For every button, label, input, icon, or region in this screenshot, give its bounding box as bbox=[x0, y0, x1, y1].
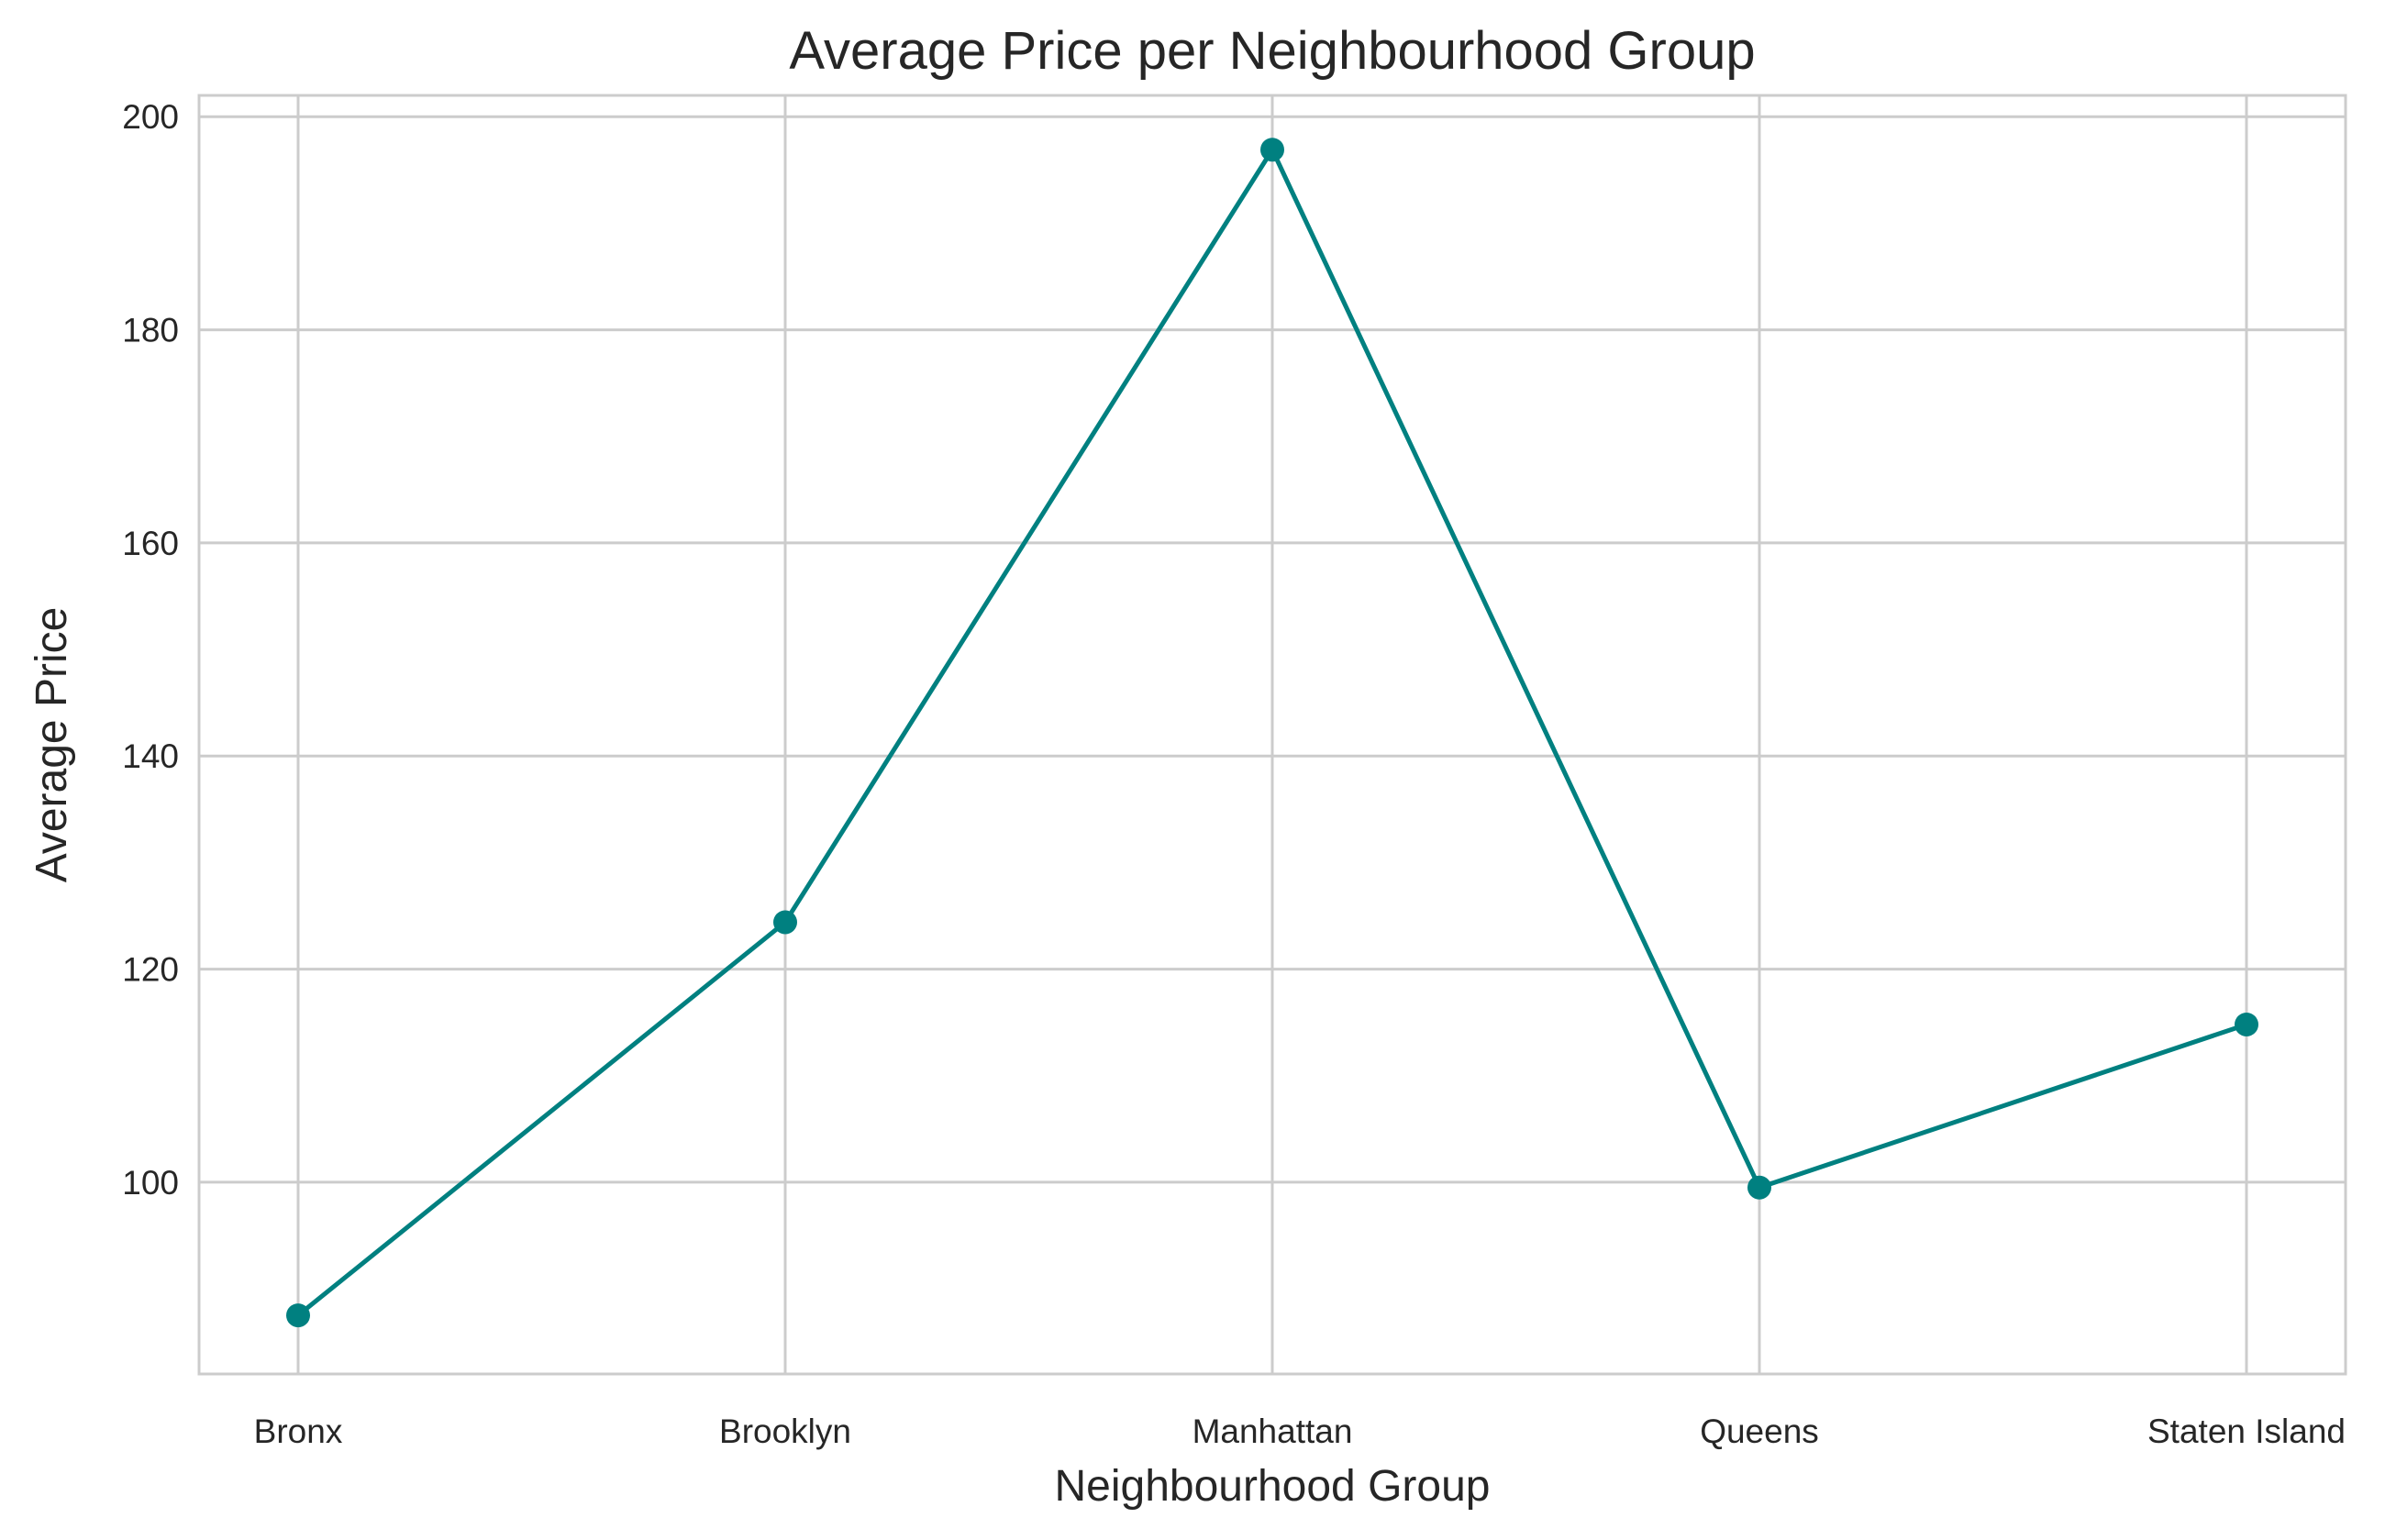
y-axis-label: Average Price bbox=[28, 607, 76, 883]
data-point-marker bbox=[1747, 1175, 1771, 1200]
data-point-marker bbox=[773, 910, 797, 935]
data-point-marker bbox=[1260, 138, 1284, 162]
plot-frame bbox=[197, 94, 2347, 1376]
series-layer bbox=[286, 138, 2258, 1328]
x-tick-label: Queens bbox=[1700, 1413, 1819, 1450]
data-point-marker bbox=[286, 1303, 310, 1328]
x-tick-label: Manhattan bbox=[1192, 1413, 1353, 1450]
tick-labels: 100 120 140 160 180 200 Bronx Brooklyn Manhattan… bbox=[122, 98, 2346, 1450]
chart-title: Average Price per Neighbourhood Group bbox=[789, 21, 1755, 81]
y-tick-label: 120 bbox=[122, 951, 179, 989]
y-tick-label: 140 bbox=[122, 737, 179, 775]
x-tick-label: Staten Island bbox=[2147, 1413, 2346, 1450]
y-tick-label: 100 bbox=[122, 1164, 179, 1202]
data-point-marker bbox=[2235, 1012, 2258, 1036]
y-tick-label: 180 bbox=[122, 312, 179, 349]
x-axis-label: Neighbourhood Group bbox=[1054, 1462, 1490, 1511]
y-tick-label: 200 bbox=[122, 98, 179, 136]
x-tick-label: Bronx bbox=[254, 1413, 343, 1450]
grid-lines bbox=[199, 95, 2346, 1374]
x-tick-label: Brooklyn bbox=[719, 1413, 851, 1450]
y-tick-label: 160 bbox=[122, 525, 179, 562]
